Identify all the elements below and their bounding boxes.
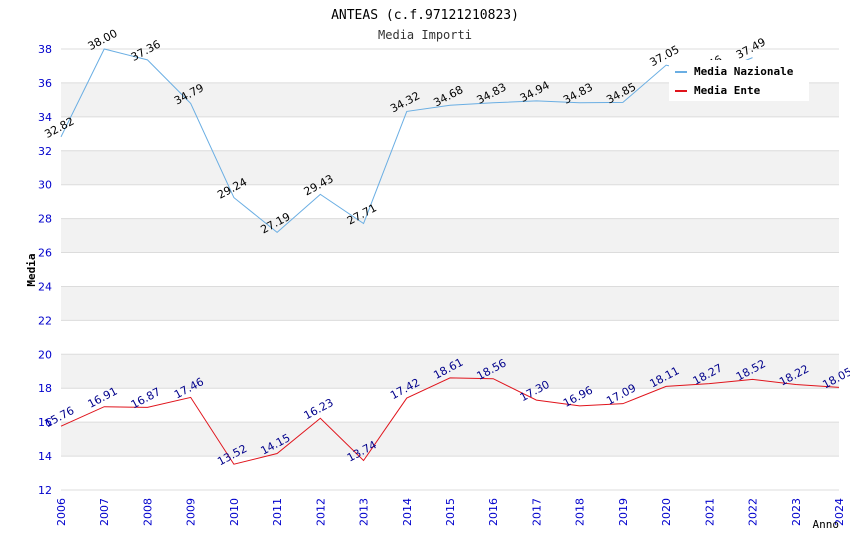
- series-line-media-ente: [60, 377, 840, 465]
- legend-label-media-ente: Media Ente: [694, 84, 761, 97]
- x-tick-label: 2006: [55, 498, 68, 526]
- background-band: [61, 422, 839, 457]
- y-tick-label: 34: [38, 111, 52, 124]
- x-tick-label: 2014: [401, 498, 414, 526]
- y-tick-label: 28: [38, 213, 52, 226]
- x-tick-label: 2024: [833, 498, 846, 526]
- y-tick-label: 30: [38, 179, 52, 192]
- background-band: [61, 218, 839, 253]
- y-tick-label: 36: [38, 77, 52, 90]
- x-tick-label: 2009: [185, 498, 198, 526]
- background-band: [61, 320, 839, 355]
- x-tick-label: 2019: [617, 498, 630, 526]
- plot-background: [61, 49, 839, 490]
- legend-box: [669, 60, 809, 101]
- gridlines: [61, 48, 839, 491]
- x-axis-ticks: 2006 2007 2008 2009 2010 2011 2012 2013 2014 2015…: [55, 498, 846, 526]
- x-tick-label: 2020: [660, 498, 673, 526]
- legend: Media Nazionale Media Ente: [669, 60, 809, 101]
- y-tick-label: 24: [38, 280, 52, 293]
- legend-label-media-nazionale: Media Nazionale: [694, 65, 794, 78]
- y-tick-label: 32: [38, 145, 52, 158]
- x-tick-label: 2017: [530, 498, 543, 526]
- y-tick-label: 16: [38, 416, 52, 429]
- chart-title: ANTEAS (c.f.97121210823): [331, 8, 519, 23]
- y-tick-label: 12: [38, 484, 52, 497]
- background-band: [61, 116, 839, 151]
- background-band: [61, 184, 839, 219]
- series-lines: [60, 48, 840, 465]
- x-tick-label: 2015: [444, 498, 457, 526]
- background-band: [61, 286, 839, 321]
- background-band: [61, 456, 839, 490]
- y-tick-label: 22: [38, 314, 52, 327]
- x-tick-label: 2021: [703, 498, 716, 526]
- x-tick-label: 2007: [98, 498, 111, 526]
- x-tick-label: 2023: [790, 498, 803, 526]
- x-tick-label: 2013: [358, 498, 371, 526]
- x-tick-label: 2012: [314, 498, 327, 526]
- background-band: [61, 388, 839, 423]
- y-tick-label: 18: [38, 382, 52, 395]
- y-tick-label: 26: [38, 247, 52, 260]
- x-tick-label: 2011: [271, 498, 284, 526]
- y-axis-label: Media: [25, 253, 38, 286]
- series-line-media-nazionale: [60, 48, 753, 234]
- y-tick-label: 38: [38, 43, 52, 56]
- x-tick-label: 2008: [141, 498, 154, 526]
- x-axis-label: Anno: [813, 518, 840, 531]
- x-tick-label: 2010: [228, 498, 241, 526]
- x-tick-label: 2016: [487, 498, 500, 526]
- background-band: [61, 150, 839, 185]
- y-tick-label: 20: [38, 348, 52, 361]
- background-band: [61, 252, 839, 287]
- x-tick-label: 2018: [574, 498, 587, 526]
- y-tick-label: 14: [38, 450, 52, 463]
- chart-subtitle: Media Importi: [378, 28, 472, 42]
- background-band: [61, 354, 839, 389]
- y-axis-ticks: 12 14 16 18 20 22 24 26 28 30 32 34 36 38: [38, 43, 52, 497]
- x-tick-label: 2022: [747, 498, 760, 526]
